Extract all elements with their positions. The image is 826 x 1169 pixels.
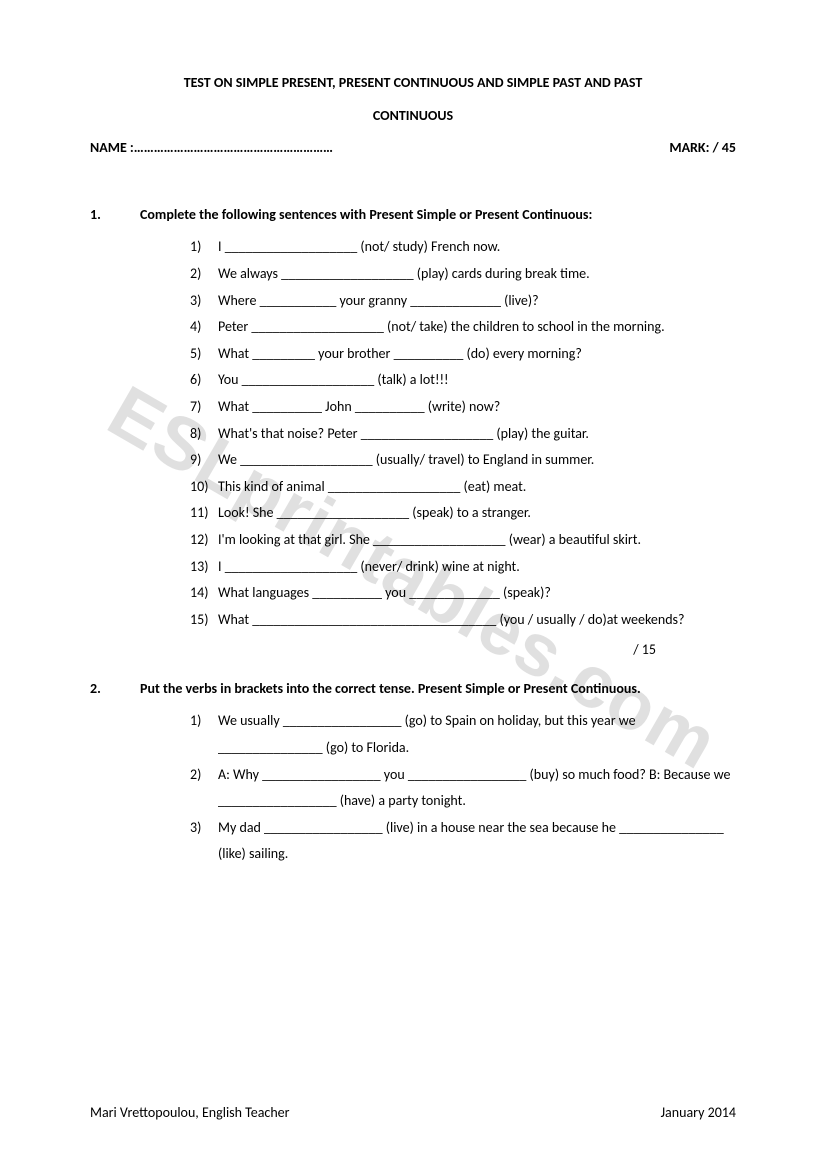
item-text: What _________ your brother __________ (… [218, 341, 736, 368]
item-text: I ___________________ (never/ drink) win… [218, 554, 736, 581]
item-text: This kind of animal ___________________ … [218, 474, 736, 501]
list-item: 10)This kind of animal _________________… [190, 474, 736, 501]
list-item: 1)I ___________________ (not/ study) Fre… [190, 234, 736, 261]
item-num: 3) [190, 288, 218, 315]
list-item: 3)My dad _________________ (live) in a h… [190, 815, 736, 868]
item-num: 9) [190, 447, 218, 474]
item-text: My dad _________________ (live) in a hou… [218, 815, 736, 868]
list-item: 11)Look! She ___________________ (speak)… [190, 500, 736, 527]
item-num: 2) [190, 762, 218, 789]
item-num: 8) [190, 421, 218, 448]
item-text: I ___________________ (not/ study) Frenc… [218, 234, 736, 261]
item-num: 6) [190, 367, 218, 394]
name-label: NAME :…………………………………………………… [90, 135, 333, 162]
item-num: 7) [190, 394, 218, 421]
item-num: 10) [190, 474, 218, 501]
list-item: 4)Peter ___________________ (not/ take) … [190, 314, 736, 341]
section-2-instr: Put the verbs in brackets into the corre… [140, 676, 736, 703]
item-text: Look! She ___________________ (speak) to… [218, 500, 736, 527]
item-text: You ___________________ (talk) a lot!!! [218, 367, 736, 394]
list-item: 9)We ___________________ (usually/ trave… [190, 447, 736, 474]
list-item: 7)What __________ John __________ (write… [190, 394, 736, 421]
section-1-num: 1. [90, 202, 140, 229]
title-line1: TEST ON SIMPLE PRESENT, PRESENT CONTINUO… [90, 70, 736, 97]
list-item: 1)We usually _________________ (go) to S… [190, 708, 736, 761]
item-num: 12) [190, 527, 218, 554]
item-text: We always ___________________ (play) car… [218, 261, 736, 288]
section-1: 1. Complete the following sentences with… [90, 202, 736, 664]
item-num: 4) [190, 314, 218, 341]
item-num: 13) [190, 554, 218, 581]
item-num: 15) [190, 607, 218, 634]
list-item: 2)A: Why _________________ you _________… [190, 762, 736, 815]
item-text: We ___________________ (usually/ travel)… [218, 447, 736, 474]
mark-label: MARK: / 45 [669, 135, 736, 162]
name-mark-row: NAME :…………………………………………………… MARK: / 45 [90, 135, 736, 162]
item-num: 2) [190, 261, 218, 288]
section-1-items: 1)I ___________________ (not/ study) Fre… [190, 234, 736, 633]
list-item: 3)Where ___________ your granny ________… [190, 288, 736, 315]
item-text: What languages __________ you __________… [218, 580, 736, 607]
section-2: 2. Put the verbs in brackets into the co… [90, 676, 736, 868]
item-num: 11) [190, 500, 218, 527]
list-item: 14)What languages __________ you _______… [190, 580, 736, 607]
item-text: Peter ___________________ (not/ take) th… [218, 314, 736, 341]
section-1-score: / 15 [90, 637, 656, 664]
list-item: 12)I'm looking at that girl. She _______… [190, 527, 736, 554]
footer-right: January 2014 [661, 1100, 736, 1127]
item-num: 1) [190, 234, 218, 261]
item-text: We usually _________________ (go) to Spa… [218, 708, 736, 761]
item-text: Where ___________ your granny __________… [218, 288, 736, 315]
list-item: 2)We always ___________________ (play) c… [190, 261, 736, 288]
item-num: 14) [190, 580, 218, 607]
section-2-num: 2. [90, 676, 140, 703]
item-text: What __________ John __________ (write) … [218, 394, 736, 421]
list-item: 6)You ___________________ (talk) a lot!!… [190, 367, 736, 394]
footer-left: Mari Vrettopoulou, English Teacher [90, 1100, 290, 1127]
footer: Mari Vrettopoulou, English Teacher Janua… [90, 1100, 736, 1127]
title-line2: CONTINUOUS [90, 103, 736, 130]
section-2-items: 1)We usually _________________ (go) to S… [190, 708, 736, 868]
item-num: 5) [190, 341, 218, 368]
item-text: I'm looking at that girl. She __________… [218, 527, 736, 554]
item-num: 1) [190, 708, 218, 735]
list-item: 15)What ________________________________… [190, 607, 736, 634]
item-text: A: Why _________________ you ___________… [218, 762, 736, 815]
item-text: What's that noise? Peter _______________… [218, 421, 736, 448]
section-1-instr: Complete the following sentences with Pr… [140, 202, 736, 229]
list-item: 13)I ___________________ (never/ drink) … [190, 554, 736, 581]
list-item: 8)What's that noise? Peter _____________… [190, 421, 736, 448]
item-num: 3) [190, 815, 218, 842]
list-item: 5)What _________ your brother __________… [190, 341, 736, 368]
item-text: What ___________________________________… [218, 607, 736, 634]
